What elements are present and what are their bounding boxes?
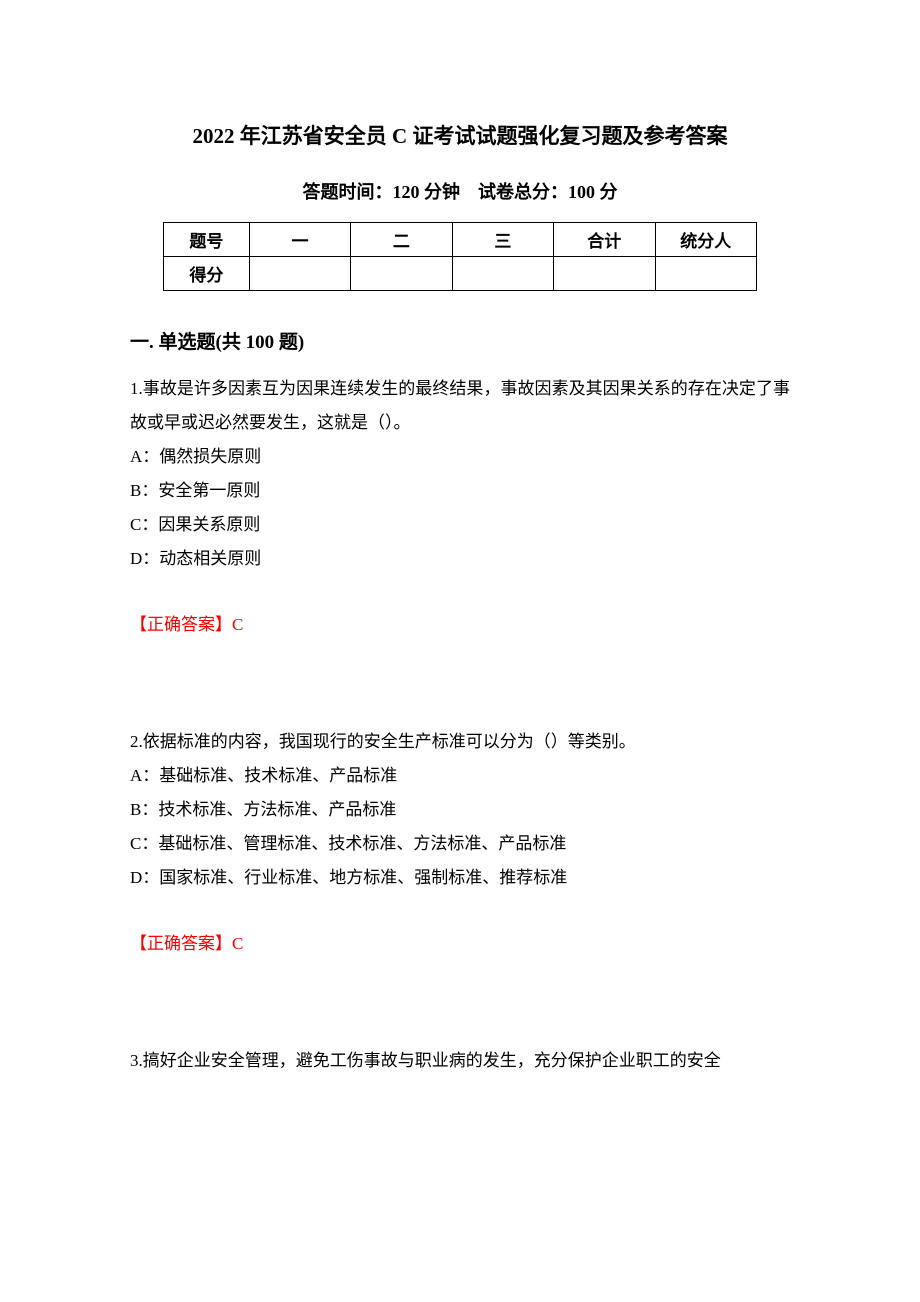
section-heading: 一. 单选题(共 100 题) (130, 327, 790, 354)
question-body: 搞好企业安全管理，避免工伤事故与职业病的发生，充分保护企业职工的安全 (143, 1051, 721, 1070)
option-a: A：基础标准、技术标准、产品标准 (130, 759, 790, 793)
table-data-row: 得分 (164, 257, 757, 291)
header-cell: 题号 (164, 223, 250, 257)
option-d: D：国家标准、行业标准、地方标准、强制标准、推荐标准 (130, 861, 790, 895)
option-c: C：基础标准、管理标准、技术标准、方法标准、产品标准 (130, 827, 790, 861)
empty-cell (351, 257, 452, 291)
empty-cell (452, 257, 553, 291)
header-cell: 二 (351, 223, 452, 257)
empty-cell (554, 257, 655, 291)
question-body: 依据标准的内容，我国现行的安全生产标准可以分为（）等类别。 (143, 732, 636, 751)
question-number: 1. (130, 379, 143, 398)
question-body: 事故是许多因素互为因果连续发生的最终结果，事故因素及其因果关系的存在决定了事故或… (130, 379, 790, 432)
answer-value: C (232, 615, 243, 634)
question-text: 1.事故是许多因素互为因果连续发生的最终结果，事故因素及其因果关系的存在决定了事… (130, 372, 790, 440)
question-text: 3.搞好企业安全管理，避免工伤事故与职业病的发生，充分保护企业职工的安全 (130, 1044, 790, 1078)
option-b: B：安全第一原则 (130, 474, 790, 508)
question-text: 2.依据标准的内容，我国现行的安全生产标准可以分为（）等类别。 (130, 725, 790, 759)
score-table: 题号 一 二 三 合计 统分人 得分 (163, 222, 757, 291)
answer-label: 【正确答案】 (130, 615, 232, 634)
answer-line: 【正确答案】C (130, 929, 790, 954)
table-header-row: 题号 一 二 三 合计 统分人 (164, 223, 757, 257)
empty-cell (655, 257, 757, 291)
option-d: D：动态相关原则 (130, 542, 790, 576)
question-number: 2. (130, 732, 143, 751)
option-b: B：技术标准、方法标准、产品标准 (130, 793, 790, 827)
question-block: 1.事故是许多因素互为因果连续发生的最终结果，事故因素及其因果关系的存在决定了事… (130, 372, 790, 635)
answer-value: C (232, 934, 243, 953)
document-title: 2022 年江苏省安全员 C 证考试试题强化复习题及参考答案 (130, 120, 790, 150)
header-cell: 合计 (554, 223, 655, 257)
option-a: A：偶然损失原则 (130, 440, 790, 474)
row-label-cell: 得分 (164, 257, 250, 291)
question-block: 2.依据标准的内容，我国现行的安全生产标准可以分为（）等类别。 A：基础标准、技… (130, 725, 790, 954)
question-block: 3.搞好企业安全管理，避免工伤事故与职业病的发生，充分保护企业职工的安全 (130, 1044, 790, 1078)
header-cell: 一 (249, 223, 350, 257)
answer-label: 【正确答案】 (130, 934, 232, 953)
question-number: 3. (130, 1051, 143, 1070)
empty-cell (249, 257, 350, 291)
document-subtitle: 答题时间：120 分钟 试卷总分：100 分 (130, 178, 790, 204)
option-c: C：因果关系原则 (130, 508, 790, 542)
answer-line: 【正确答案】C (130, 610, 790, 635)
header-cell: 三 (452, 223, 553, 257)
header-cell: 统分人 (655, 223, 757, 257)
